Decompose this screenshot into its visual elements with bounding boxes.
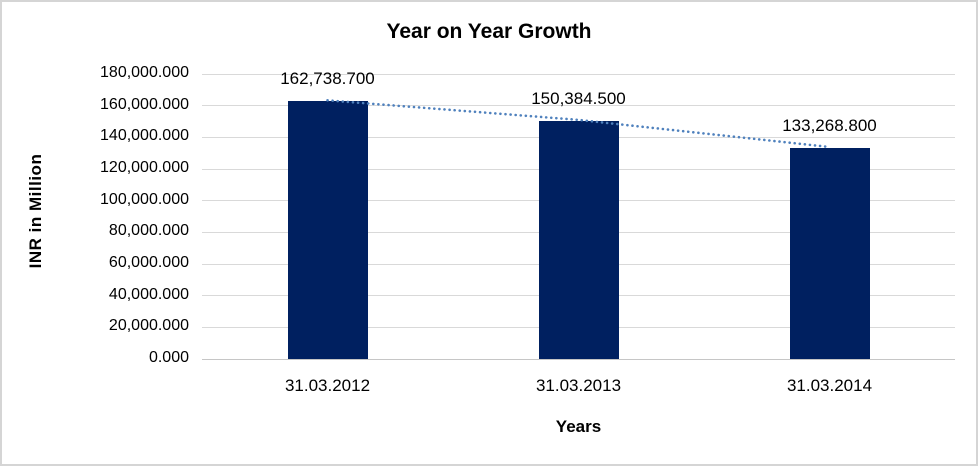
y-tick-label: 80,000.000 <box>108 222 189 240</box>
chart-title: Year on Year Growth <box>386 20 592 43</box>
y-tick-label: 140,000.000 <box>100 127 189 145</box>
bar-31.03.2014 <box>789 147 870 359</box>
x-axis-line <box>202 358 955 360</box>
x-tick-label: 31.03.2012 <box>284 376 371 395</box>
bar-31.03.2013 <box>538 120 619 359</box>
bar-31.03.2012 <box>287 101 368 359</box>
y-tick-label: 40,000.000 <box>108 285 189 303</box>
y-tick-label: 100,000.000 <box>100 190 189 208</box>
y-tick-label: 180,000.000 <box>100 64 189 81</box>
data-label: 150,384.500 <box>531 88 626 108</box>
y-tick-label: 160,000.000 <box>100 95 189 113</box>
data-label: 162,738.700 <box>280 69 375 89</box>
y-tick-label: 0.000 <box>148 349 189 366</box>
x-tick-label: 31.03.2013 <box>535 376 622 395</box>
gridline <box>202 73 955 75</box>
x-tick-label: 31.03.2014 <box>786 376 873 395</box>
data-label: 133,268.800 <box>782 115 877 135</box>
y-tick-label: 60,000.000 <box>108 254 189 271</box>
x-axis-title: Years <box>555 417 602 436</box>
y-tick-label: 120,000.000 <box>100 159 189 176</box>
y-tick-label: 20,000.000 <box>108 317 189 335</box>
